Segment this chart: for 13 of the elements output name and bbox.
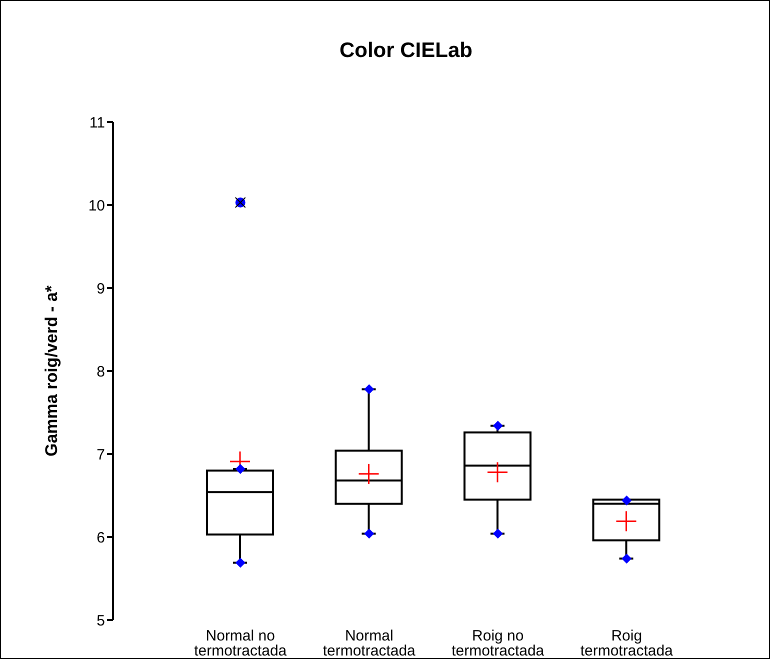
x-tick-label: Normal no termotractada <box>194 628 288 659</box>
x-tick-label: Roig no termotractada <box>452 628 545 659</box>
y-tick-label: 10 <box>88 197 105 214</box>
y-tick-label: 5 <box>96 612 105 630</box>
y-tick-label: 6 <box>96 529 105 546</box>
y-tick-label: 8 <box>96 363 105 380</box>
x-tick-label: Roig termotractada <box>580 628 674 659</box>
y-axis-title: Gamma roig/verd - a* <box>42 285 62 457</box>
y-tick-label: 7 <box>96 446 105 464</box>
chart-title: Color CIELab <box>338 39 474 63</box>
x-tick-label: Normal termotractada <box>322 628 416 659</box>
y-tick-label: 9 <box>96 280 105 298</box>
y-tick-label: 11 <box>89 114 105 132</box>
